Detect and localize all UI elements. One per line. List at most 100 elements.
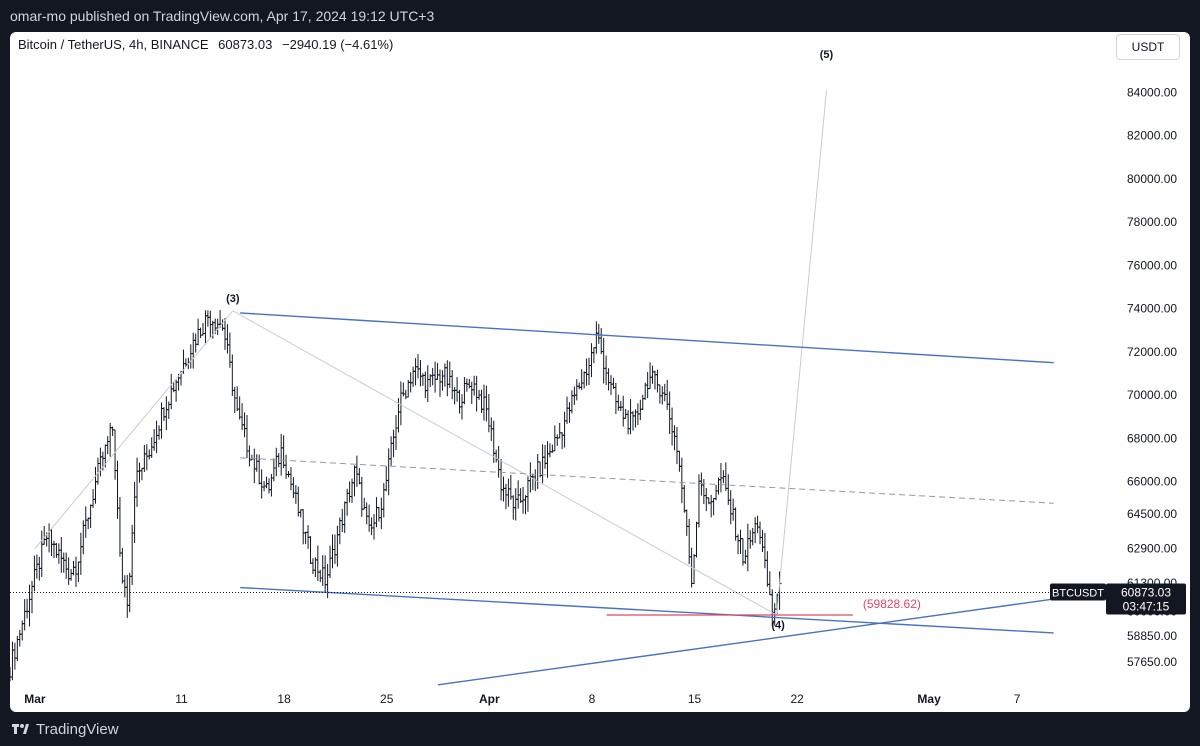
candle [753,517,758,544]
candle [440,370,445,391]
candle [662,383,667,402]
candle [594,321,599,354]
candle [543,444,548,469]
candle [596,323,601,344]
candle [249,454,254,461]
candle [376,506,381,522]
chart-panel[interactable]: (59828.62) (3) (4) (5) 84000.00 82000.00 8000… [10,32,1190,712]
candle [374,497,379,528]
rising-support-line[interactable] [437,591,1106,686]
price-tick-label: 72000.00 [1127,345,1177,359]
candle [701,479,706,505]
candle [342,501,347,534]
candle [337,517,342,545]
candle [237,396,242,420]
candle [240,403,245,431]
candle [670,407,675,446]
candle [130,524,135,585]
upper-channel-line[interactable] [240,312,1054,364]
candle [459,394,464,420]
candle [340,508,345,532]
candle [152,429,157,451]
candle [743,549,748,564]
candle [745,523,750,572]
candle [765,551,770,587]
wave-label: (5) [820,49,834,61]
time-tick-label: 18 [277,692,291,706]
candle [694,521,699,558]
candle [657,384,662,404]
time-axis[interactable]: Mar 11 18 25 Apr 8 15 22 May 7 [24,692,1020,706]
candle [372,514,377,540]
candle [714,484,719,501]
price-tick-label: 64500.00 [1127,507,1177,521]
candle [244,414,249,459]
candle [328,545,333,578]
candle [577,382,582,390]
symbol-tag-label: BTCUSDT [1052,587,1104,599]
candle [508,474,513,500]
candle [411,366,416,387]
price-chart[interactable]: (59828.62) (3) (4) (5) 84000.00 82000.00 8000… [10,32,1190,712]
elliott-wave-segment[interactable] [232,310,777,616]
price-tick-label: 68000.00 [1127,431,1177,445]
candle [464,378,469,392]
candle [562,411,567,448]
candle [310,558,315,575]
candle [677,450,682,472]
time-tick-label: 7 [1014,692,1021,706]
lower-channel-line[interactable] [240,586,1054,634]
candle [682,484,687,513]
candle [147,449,152,460]
candle [369,517,374,536]
candle [584,358,589,386]
candle [469,381,474,404]
symbol-legend: Bitcoin / TetherUS, 4h, BINANCE 60873.03… [18,37,393,52]
candle [486,394,491,433]
candle [462,377,467,405]
candle [555,434,560,446]
candle [235,386,240,412]
legend-change: −2940.19 (−4.61%) [282,37,394,52]
candle [205,310,210,327]
candle [604,355,609,385]
candle [47,523,52,553]
candle [10,641,15,681]
trend-lines[interactable]: (59828.62) (3) (4) (5) [10,49,1106,686]
candle [679,457,684,504]
candle [186,357,191,370]
candle [630,411,635,431]
candle [354,455,359,487]
candle [303,531,308,545]
candle [115,460,120,519]
candle [242,412,247,438]
candle [86,517,91,530]
mid-channel-line[interactable] [240,457,1054,504]
candle [665,379,670,410]
candle [587,357,592,386]
candle [484,385,489,422]
currency-button[interactable]: USDT [1116,34,1180,60]
candle [56,543,61,564]
candle [323,555,328,593]
time-tick-label: May [917,692,941,706]
candle [25,598,30,619]
candle [618,400,623,412]
candle [535,453,540,489]
elliott-wave-segment[interactable] [34,310,234,549]
candle [415,354,420,379]
price-axis[interactable]: 84000.00 82000.00 80000.00 78000.00 76000.00… [1127,85,1177,669]
candle [157,425,162,440]
candle [455,377,460,402]
candle [628,399,633,435]
candle [660,386,665,405]
elliott-wave-segment[interactable] [776,90,827,616]
candle [384,466,389,492]
candle [127,572,132,613]
candle [132,481,137,543]
candle [626,410,631,435]
candle [523,495,528,515]
candle [758,521,763,545]
candle [499,458,504,501]
